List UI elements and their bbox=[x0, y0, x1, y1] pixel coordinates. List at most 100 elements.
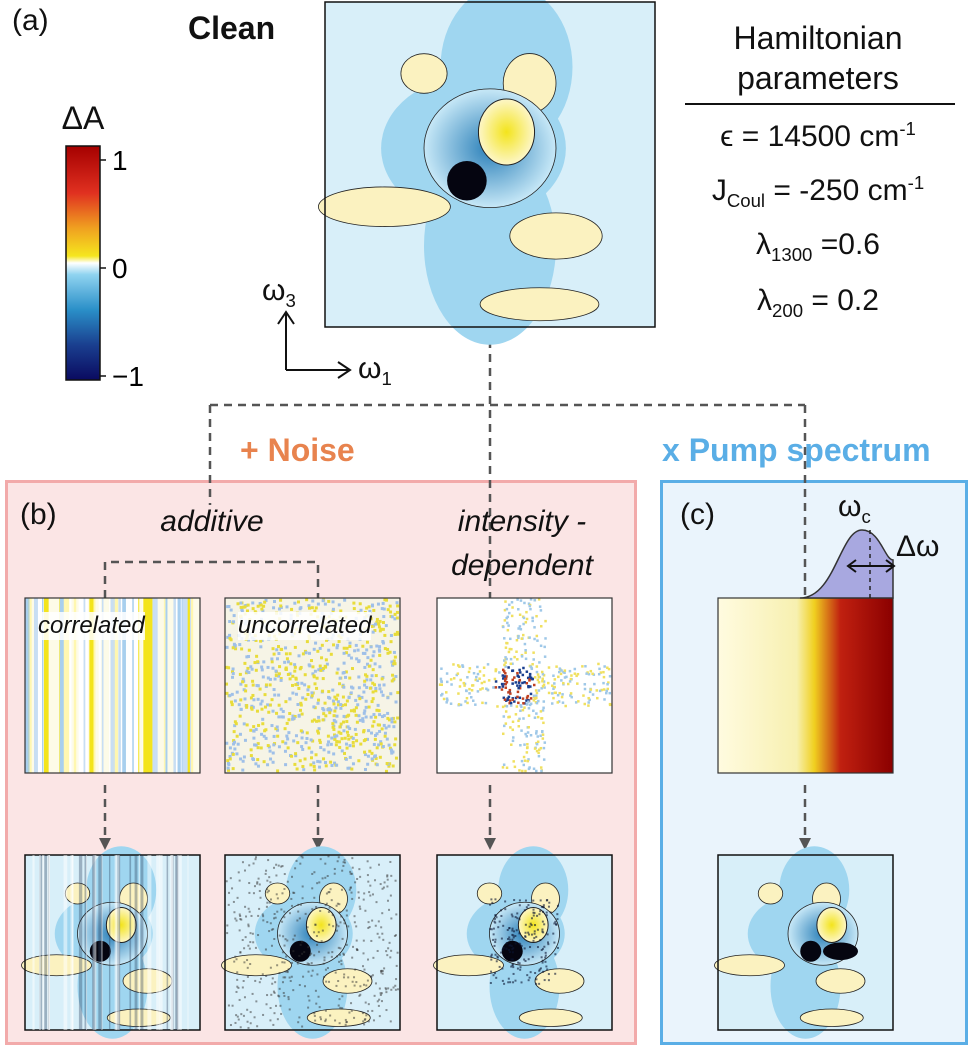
speck bbox=[524, 649, 527, 652]
speck bbox=[343, 922, 346, 925]
speck bbox=[310, 694, 314, 698]
speck bbox=[501, 668, 505, 672]
speck bbox=[523, 958, 526, 961]
speck bbox=[544, 637, 547, 640]
speck bbox=[268, 677, 272, 681]
speck bbox=[339, 722, 343, 726]
speck bbox=[308, 664, 312, 668]
speck bbox=[546, 933, 549, 936]
speck bbox=[504, 722, 508, 725]
speck bbox=[336, 693, 340, 697]
speck bbox=[349, 656, 353, 660]
speck bbox=[529, 685, 532, 688]
speck bbox=[452, 677, 456, 680]
speck bbox=[523, 706, 526, 709]
speck bbox=[487, 679, 491, 682]
speck bbox=[232, 614, 236, 618]
speck bbox=[535, 712, 538, 715]
blob bbox=[221, 954, 292, 977]
speck bbox=[252, 729, 256, 733]
speck bbox=[281, 920, 284, 923]
speck bbox=[306, 962, 309, 965]
speck bbox=[259, 896, 262, 899]
speck bbox=[541, 910, 544, 913]
speck bbox=[311, 739, 315, 743]
speck bbox=[374, 733, 378, 737]
speck bbox=[517, 636, 520, 640]
speck bbox=[359, 985, 362, 988]
speck bbox=[501, 677, 505, 680]
speck bbox=[344, 675, 348, 679]
speck bbox=[261, 609, 265, 613]
arrow-head bbox=[799, 838, 811, 850]
speck bbox=[393, 617, 397, 621]
speck bbox=[463, 684, 466, 687]
speck bbox=[378, 645, 382, 649]
speck bbox=[342, 651, 346, 655]
speck bbox=[342, 976, 345, 979]
speck bbox=[281, 892, 284, 895]
speck bbox=[243, 697, 247, 701]
speck bbox=[289, 980, 292, 983]
speck bbox=[504, 908, 507, 911]
speck bbox=[576, 682, 579, 685]
speck bbox=[232, 730, 236, 734]
speck bbox=[357, 896, 360, 899]
speck bbox=[274, 727, 278, 731]
speck bbox=[254, 743, 258, 747]
speck bbox=[482, 674, 486, 677]
blob bbox=[322, 968, 373, 994]
speck bbox=[243, 661, 247, 665]
speck bbox=[508, 936, 511, 939]
speck bbox=[511, 662, 514, 665]
speck bbox=[297, 910, 300, 913]
speck bbox=[518, 684, 522, 687]
speck bbox=[381, 972, 384, 975]
speck bbox=[354, 881, 357, 884]
speck bbox=[537, 748, 541, 752]
speck bbox=[312, 647, 316, 651]
speck bbox=[312, 764, 316, 768]
speck bbox=[343, 919, 346, 922]
speck bbox=[237, 986, 240, 989]
speck bbox=[319, 1018, 322, 1021]
speck bbox=[371, 697, 375, 701]
speck bbox=[334, 706, 338, 710]
speck bbox=[269, 881, 272, 884]
speck bbox=[335, 929, 338, 932]
speck bbox=[392, 650, 396, 654]
speck bbox=[270, 698, 274, 702]
speck bbox=[467, 670, 471, 674]
speck bbox=[385, 950, 388, 953]
speck bbox=[313, 954, 316, 957]
speck bbox=[606, 666, 609, 669]
speck bbox=[527, 979, 530, 982]
speck bbox=[345, 909, 348, 912]
speck bbox=[385, 1009, 388, 1012]
speck bbox=[533, 911, 536, 914]
speck bbox=[352, 607, 356, 611]
speck bbox=[553, 682, 556, 685]
speck bbox=[368, 686, 372, 690]
speck bbox=[371, 724, 375, 728]
speck bbox=[507, 977, 510, 980]
width-label: Δω bbox=[896, 530, 940, 563]
speck bbox=[509, 981, 512, 984]
speck bbox=[543, 945, 546, 948]
speck bbox=[247, 648, 251, 652]
speck bbox=[532, 699, 536, 702]
speck bbox=[508, 715, 511, 719]
speck bbox=[386, 651, 390, 655]
speck bbox=[298, 667, 302, 671]
speck bbox=[226, 759, 230, 763]
speck bbox=[294, 683, 298, 687]
speck bbox=[532, 651, 535, 654]
speck bbox=[373, 737, 377, 741]
speck bbox=[583, 683, 587, 686]
speck bbox=[372, 720, 376, 724]
speck bbox=[392, 986, 395, 989]
speck bbox=[520, 705, 523, 709]
speck bbox=[543, 979, 546, 982]
speck bbox=[337, 980, 340, 983]
blob bbox=[757, 882, 784, 905]
